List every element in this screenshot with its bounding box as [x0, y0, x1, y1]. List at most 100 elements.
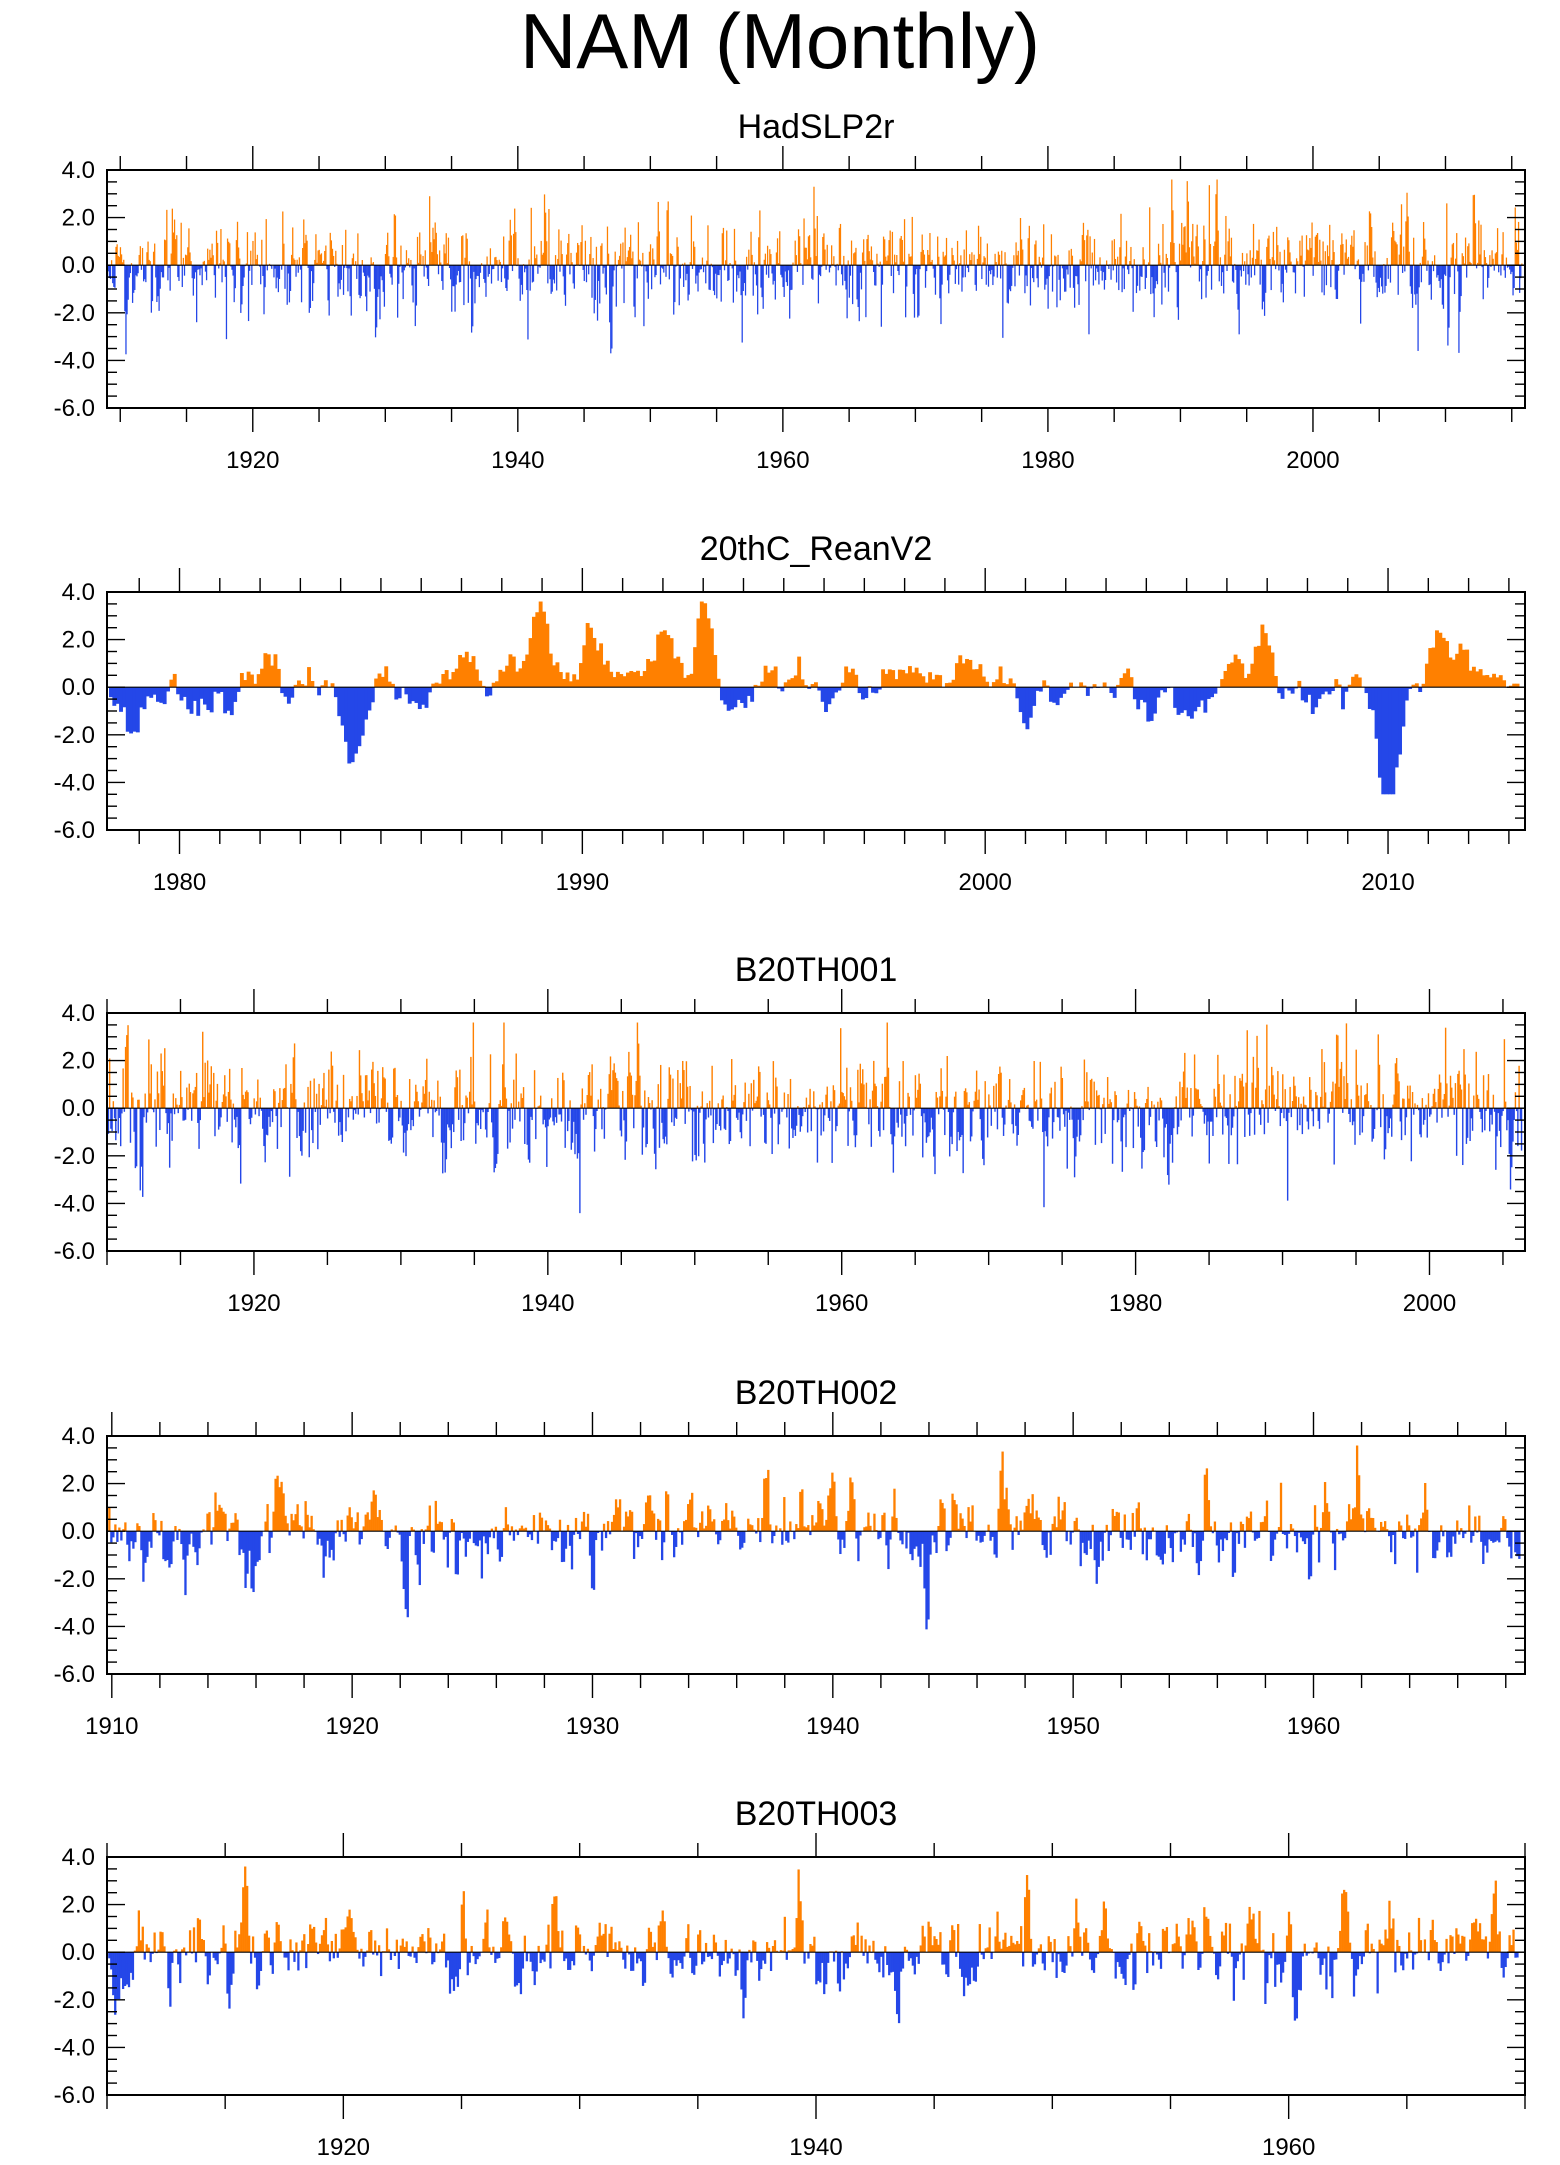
bar-negative — [600, 1531, 604, 1551]
y-tick-label: 4.0 — [62, 157, 95, 184]
bar-positive — [539, 1095, 542, 1109]
bar-negative — [233, 687, 238, 702]
bar-positive — [1414, 683, 1419, 688]
bar-negative — [146, 1531, 149, 1557]
bar-positive — [1089, 1079, 1092, 1109]
bar-positive — [146, 252, 148, 266]
bar-negative — [440, 1108, 443, 1143]
bar-negative — [177, 265, 179, 278]
bar-negative — [537, 265, 539, 274]
bar-positive — [1027, 1889, 1031, 1953]
bar-positive — [560, 240, 562, 266]
bar-positive — [1456, 1520, 1459, 1532]
bar-negative — [1088, 1108, 1090, 1111]
bar-negative — [840, 265, 843, 275]
bar-positive — [342, 1929, 345, 1953]
bar-positive — [395, 1939, 398, 1953]
bar-positive — [1195, 1088, 1197, 1109]
bar-negative — [1062, 687, 1067, 694]
bar-negative — [1230, 1952, 1234, 1957]
bar-negative — [683, 265, 685, 287]
bar-negative — [645, 1108, 647, 1148]
bar-positive — [166, 209, 168, 266]
bar-negative — [1359, 1108, 1361, 1136]
bar-positive — [178, 1104, 181, 1109]
bar-positive — [723, 1519, 726, 1532]
bar-positive — [1061, 1077, 1064, 1109]
bar-positive — [852, 1935, 855, 1953]
bar-negative — [773, 1531, 776, 1537]
bar-positive — [807, 236, 810, 266]
bar-negative — [864, 687, 869, 699]
bar-positive — [1160, 262, 1162, 266]
bar-negative — [945, 1952, 948, 1975]
bar-negative — [1156, 687, 1161, 698]
bar-positive — [1503, 1039, 1506, 1109]
bar-negative — [254, 1531, 257, 1567]
bar-positive — [1379, 1521, 1383, 1532]
bar-negative — [1141, 265, 1143, 277]
bar-positive — [1006, 1946, 1009, 1953]
bar-positive — [1251, 1082, 1253, 1109]
bar-negative — [742, 265, 744, 292]
bar-positive — [1357, 1095, 1360, 1109]
bar-positive — [1161, 1928, 1165, 1953]
bar-negative — [929, 1531, 932, 1555]
bar-negative — [1224, 1108, 1226, 1117]
bar-negative — [1269, 1531, 1273, 1561]
bar-negative — [1025, 687, 1030, 730]
bar-positive — [238, 1934, 241, 1953]
bar-positive — [440, 262, 442, 266]
bar-positive — [209, 249, 211, 266]
bar-positive — [622, 1090, 624, 1109]
bar-negative — [1231, 265, 1234, 282]
bar-positive — [608, 1074, 610, 1109]
bar-negative — [1257, 1531, 1261, 1538]
bar-positive — [1177, 1936, 1180, 1953]
bar-positive — [955, 1091, 957, 1109]
bar-negative — [487, 1108, 489, 1113]
bar-positive — [732, 1100, 734, 1109]
bar-negative — [1436, 265, 1438, 278]
bar-negative — [549, 1952, 552, 1969]
bar-positive — [1496, 228, 1499, 266]
bar-negative — [1453, 1952, 1456, 1954]
bar-negative — [880, 1952, 883, 1957]
bar-positive — [281, 1100, 284, 1109]
bar-positive — [1487, 1074, 1490, 1109]
bar-negative — [897, 1531, 900, 1534]
bar-negative — [1240, 265, 1243, 277]
bar-negative — [1227, 1531, 1231, 1533]
bar-positive — [1021, 1529, 1024, 1532]
bar-positive — [329, 232, 331, 266]
bar-positive — [1100, 1930, 1104, 1953]
bar-positive — [232, 1522, 235, 1532]
bar-negative — [1117, 1108, 1120, 1121]
bar-negative — [694, 1108, 696, 1155]
bar-negative — [1448, 265, 1450, 328]
bar-negative — [116, 1952, 119, 2000]
bar-negative — [611, 265, 613, 349]
bar-negative — [791, 265, 793, 290]
bar-negative — [378, 265, 380, 290]
bar-positive — [540, 1517, 544, 1532]
bar-positive — [991, 682, 996, 688]
bar-positive — [1138, 1106, 1141, 1109]
bar-negative — [109, 687, 113, 698]
bar-negative — [455, 265, 457, 285]
bar-negative — [610, 265, 612, 354]
bar-negative — [859, 1531, 862, 1536]
bar-negative — [1482, 265, 1484, 300]
bar-positive — [399, 1945, 402, 1953]
bar-positive — [1321, 1512, 1325, 1532]
bar-negative — [1179, 687, 1184, 713]
bar-positive — [964, 1088, 967, 1109]
bar-negative — [270, 1531, 273, 1538]
bar-positive — [368, 1090, 370, 1109]
bar-positive — [911, 216, 913, 266]
bar-positive — [551, 1903, 554, 1953]
bar-negative — [347, 1108, 350, 1118]
bar-negative — [961, 1108, 963, 1135]
bar-positive — [1308, 1077, 1311, 1109]
bar-negative — [150, 265, 153, 313]
